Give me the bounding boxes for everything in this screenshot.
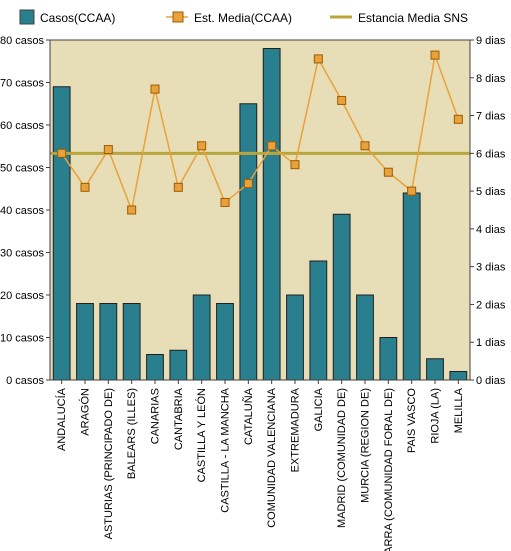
y-left-tick-label: 10 casos [0,333,44,345]
y-left-tick-label: 30 casos [0,248,44,260]
legend-swatch-casos [20,10,34,24]
est-media-marker [244,180,252,188]
category-label: GALICIA [313,387,325,431]
legend-marker-est [173,12,183,22]
category-label: RIOJA (LA) [430,388,442,444]
bar [333,214,350,380]
category-label: CATALUÑA [242,387,255,445]
y-left-tick-label: 80 casos [0,35,44,47]
bar [263,49,280,381]
est-media-marker [384,168,392,176]
category-label: ASTURIAS (PRINCIPADO DE) [103,388,115,539]
bar [403,193,420,380]
y-right-tick-label: 9 dias [476,35,506,47]
y-right-tick-label: 5 dias [476,186,506,198]
category-label: MELILLA [453,387,465,433]
y-right-tick-label: 0 dias [476,375,506,387]
category-label: EXTREMADURA [290,387,302,472]
est-media-marker [268,142,276,150]
est-media-marker [431,51,439,59]
bar [123,304,140,381]
bar [310,261,327,380]
category-label: ANDALUCÍA [55,387,68,451]
y-right-tick-label: 3 dias [476,262,506,274]
legend-label: Estancia Media SNS [358,11,468,25]
bar [450,372,467,381]
bar [100,304,117,381]
bar [53,87,70,380]
est-media-marker [58,149,66,157]
bar [240,104,257,380]
est-media-marker [314,55,322,63]
est-media-marker [338,96,346,104]
bar [170,350,187,380]
category-label: BALEARS (ILLES) [126,388,138,479]
est-media-marker [361,142,369,150]
bar [193,295,210,380]
category-label: CASTILLA Y LEÓN [195,388,208,482]
y-left-tick-label: 60 casos [0,120,44,132]
bar [217,304,234,381]
est-media-marker [408,187,416,195]
est-media-marker [174,183,182,191]
y-left-tick-label: 40 casos [0,205,44,217]
y-right-tick-label: 6 dias [476,148,506,160]
est-media-marker [198,142,206,150]
legend-label: Est. Media(CCAA) [194,11,292,25]
category-label: PAIS VASCO [406,388,418,453]
y-left-tick-label: 20 casos [0,290,44,302]
y-right-tick-label: 2 dias [476,299,506,311]
chart-root: 0 casos 10 casos 20 casos 30 casos 40 casos 5… [0,0,511,551]
category-label: ARAGÓN [79,388,92,436]
bar [380,338,397,381]
est-media-marker [221,198,229,206]
bar [357,295,374,380]
bar [147,355,164,381]
est-media-marker [454,115,462,123]
bar [77,304,94,381]
legend-label: Casos(CCAA) [40,11,115,25]
category-label: CANTABRIA [173,387,185,450]
est-media-marker [81,183,89,191]
y-right-tick-label: 7 dias [476,111,506,123]
category-label: CASTILLA - LA MANCHA [220,387,232,512]
est-media-marker [291,161,299,169]
chart-svg: 0 casos 10 casos 20 casos 30 casos 40 casos 5… [0,0,511,551]
bar [287,295,304,380]
y-right-tick-label: 1 dias [476,337,506,349]
category-label: COMUNIDAD VALENCIANA [266,387,278,527]
est-media-marker [128,206,136,214]
category-label: CANARIAS [150,388,162,444]
y-left-tick-label: 70 casos [0,78,44,90]
y-left-tick-label: 50 casos [0,163,44,175]
est-media-marker [104,146,112,154]
bar [427,359,444,380]
category-label: NAVARRA (COMUNIDAD FORAL DE) [383,388,395,551]
y-right-tick-label: 4 dias [476,224,506,236]
y-right-tick-label: 8 dias [476,73,506,85]
y-left-tick-label: 0 casos [6,375,44,387]
category-label: MADRID (COMUNIDAD DE) [336,388,348,528]
est-media-marker [151,85,159,93]
category-label: MURCIA (REGION DE) [360,388,372,503]
